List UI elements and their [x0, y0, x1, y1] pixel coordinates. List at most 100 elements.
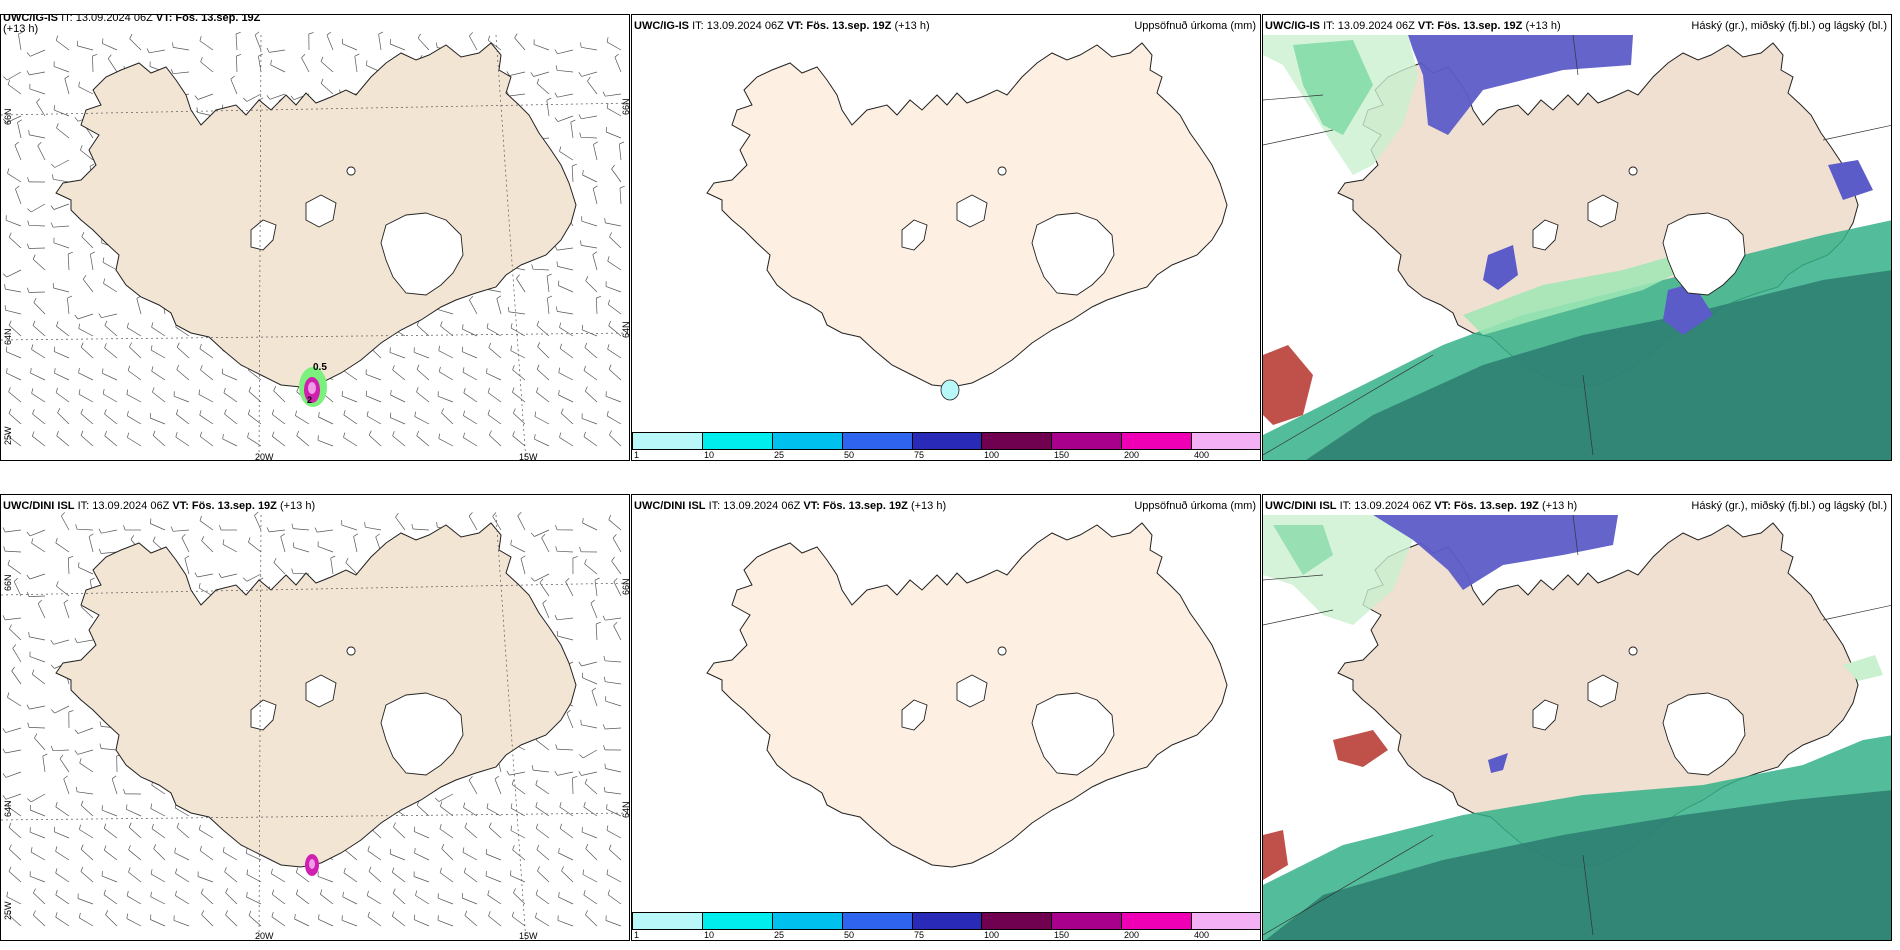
wind-barb-feather	[464, 822, 468, 828]
wind-barb-feather	[102, 368, 104, 374]
wind-barb	[392, 915, 406, 927]
wind-barb-feather	[33, 888, 36, 894]
wind-barb	[320, 83, 334, 95]
wind-barb	[437, 309, 454, 315]
wind-barb-feather	[435, 797, 440, 802]
wind-barb-feather	[584, 342, 588, 348]
wind-barb-feather	[55, 537, 58, 544]
valid-time: VT: Fös. 13.sep. 19Z	[1434, 500, 1539, 512]
wind-barb	[6, 71, 22, 81]
wind-barb	[271, 414, 286, 425]
wind-barb-feather	[463, 387, 466, 394]
wind-barb-feather	[37, 141, 42, 146]
graticule	[1263, 34, 1891, 456]
wind-barb	[32, 674, 46, 685]
wind-barb	[270, 64, 286, 73]
wind-barb	[605, 920, 622, 927]
wind-barb	[79, 829, 94, 839]
wind-barb-feather	[536, 78, 540, 84]
contour-label-2: 2	[307, 395, 312, 405]
wind-barb-feather	[578, 114, 582, 119]
wind-barb-feather	[123, 788, 126, 795]
wind-barb-feather	[367, 911, 370, 917]
wind-barb-feather	[126, 804, 128, 810]
glacier	[1532, 699, 1559, 731]
wind-barb-feather	[246, 848, 248, 854]
wind-barb-feather	[31, 538, 34, 544]
wind-barb-feather	[102, 257, 105, 263]
wind-barb	[29, 636, 46, 641]
wind-barb-feather	[55, 912, 58, 918]
contour-label-0-5: 0.5	[313, 362, 327, 373]
wind-barb-feather	[580, 42, 582, 48]
wind-panel-row2: UWC/DINI ISL IT: 13.09.2024 06Z VT: Fös.…	[0, 494, 630, 941]
wind-barb	[542, 603, 550, 619]
wind-barb	[488, 826, 502, 839]
wind-barb	[317, 546, 334, 553]
wind-barb-feather	[50, 640, 54, 645]
wind-barb	[80, 346, 94, 359]
legend-label: 200	[1124, 450, 1140, 460]
wind-barb	[353, 536, 358, 553]
wind-barb-feather	[98, 548, 102, 554]
wind-barb	[28, 291, 46, 293]
wind-barb	[293, 547, 310, 553]
wind-barb	[557, 617, 574, 621]
wind-barb	[151, 370, 166, 381]
legend-swatch	[912, 912, 983, 930]
wind-barb	[80, 413, 94, 425]
wind-barb	[317, 439, 334, 447]
wind-barb	[389, 352, 406, 359]
wind-barb	[614, 57, 622, 73]
wind-barb-feather	[295, 410, 297, 416]
wind-barb-feather	[603, 786, 606, 792]
wind-barb	[103, 828, 118, 839]
wind-barb	[7, 84, 22, 95]
lon-label-15w: 15W	[519, 452, 538, 461]
wind-barb-feather	[547, 295, 553, 299]
wind-barb	[127, 327, 142, 337]
wind-barb	[438, 793, 454, 802]
wind-barb-feather	[2, 273, 7, 278]
wind-barb-feather	[560, 408, 564, 414]
wind-barb-feather	[200, 365, 203, 371]
wind-barb-feather	[80, 844, 84, 850]
wind-barb	[34, 737, 46, 751]
wind-barb	[248, 541, 262, 553]
wind-title-row1: UWC/IG-IS IT: 13.09.2024 06Z VT: Fös. 13…	[3, 15, 273, 35]
wind-barb	[151, 784, 166, 795]
precip-legend-labels-row2: 1 10 25 50 75 100 150 200 400	[632, 930, 1260, 940]
wind-barb	[462, 371, 478, 381]
glaciers	[901, 166, 1115, 296]
wind-barb	[29, 831, 46, 839]
wind-barb	[487, 40, 502, 51]
wind-barb-feather	[153, 844, 157, 849]
wind-barb	[258, 56, 262, 73]
wind-barb	[416, 391, 430, 403]
wind-barb-feather	[30, 368, 32, 374]
precip-spot-row1	[299, 367, 327, 407]
wind-barb-feather	[150, 914, 152, 920]
wind-barb-feather	[170, 526, 174, 532]
wind-barb-feather	[439, 801, 443, 807]
wind-barb	[318, 918, 334, 927]
wind-barb-feather	[487, 890, 490, 896]
glacier	[346, 646, 356, 656]
wind-barb-feather	[78, 81, 80, 87]
wind-barb	[56, 325, 70, 337]
legend-swatch	[702, 432, 773, 450]
wind-barb	[537, 870, 550, 883]
wind-barb	[605, 222, 622, 227]
wind-barb-feather	[308, 32, 314, 35]
wind-barb	[533, 769, 550, 773]
wind-barb	[7, 173, 22, 183]
wind-barb-feather	[537, 866, 540, 872]
wind-barb	[559, 806, 574, 817]
wind-barb	[464, 915, 478, 927]
wind-barb	[582, 677, 598, 685]
wind-barb-feather	[494, 775, 500, 780]
wind-barb	[604, 727, 622, 730]
legend-label: 1	[634, 930, 640, 940]
wind-barb	[104, 435, 118, 447]
wind-barb	[546, 100, 550, 117]
